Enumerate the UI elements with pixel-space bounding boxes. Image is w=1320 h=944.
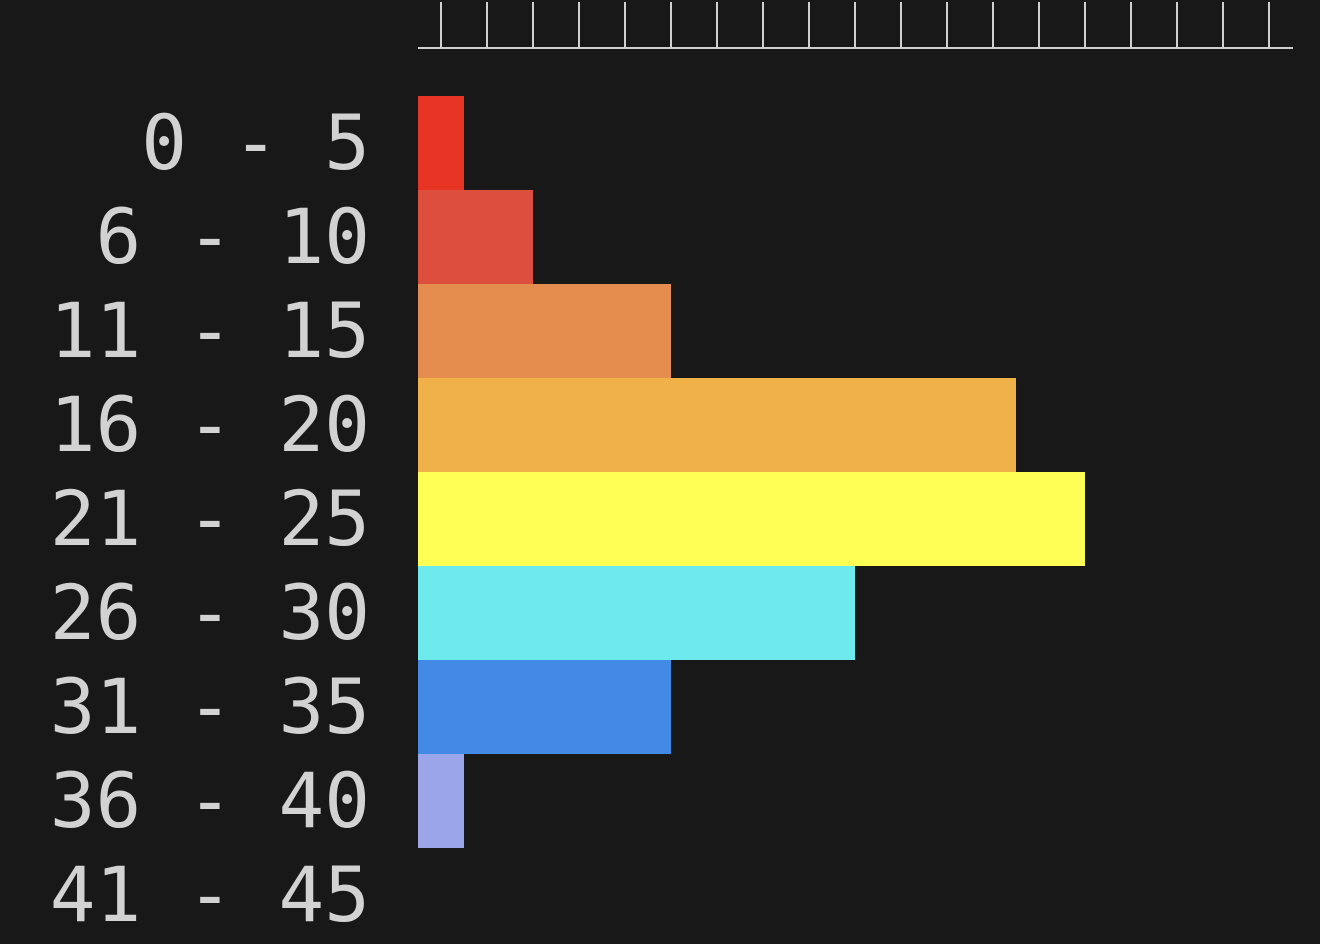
bar-21-25 (418, 472, 1085, 566)
category-label: 26 - 30 (50, 568, 370, 657)
category-label: 0 - 5 (141, 98, 370, 187)
category-label: 6 - 10 (95, 192, 370, 281)
bar-11-15 (418, 284, 671, 378)
bar-36-40 (418, 754, 464, 848)
x-axis (418, 2, 1293, 49)
bar-16-20 (418, 378, 1016, 472)
category-label: 31 - 35 (50, 662, 370, 751)
bar-0-5 (418, 96, 464, 190)
bar-26-30 (418, 566, 855, 660)
category-label: 41 - 45 (50, 850, 370, 939)
bars (418, 96, 1085, 848)
category-label: 11 - 15 (50, 286, 370, 375)
category-label: 21 - 25 (50, 474, 370, 563)
bar-6-10 (418, 190, 533, 284)
category-label: 16 - 20 (50, 380, 370, 469)
bar-31-35 (418, 660, 671, 754)
category-label: 36 - 40 (50, 756, 370, 845)
